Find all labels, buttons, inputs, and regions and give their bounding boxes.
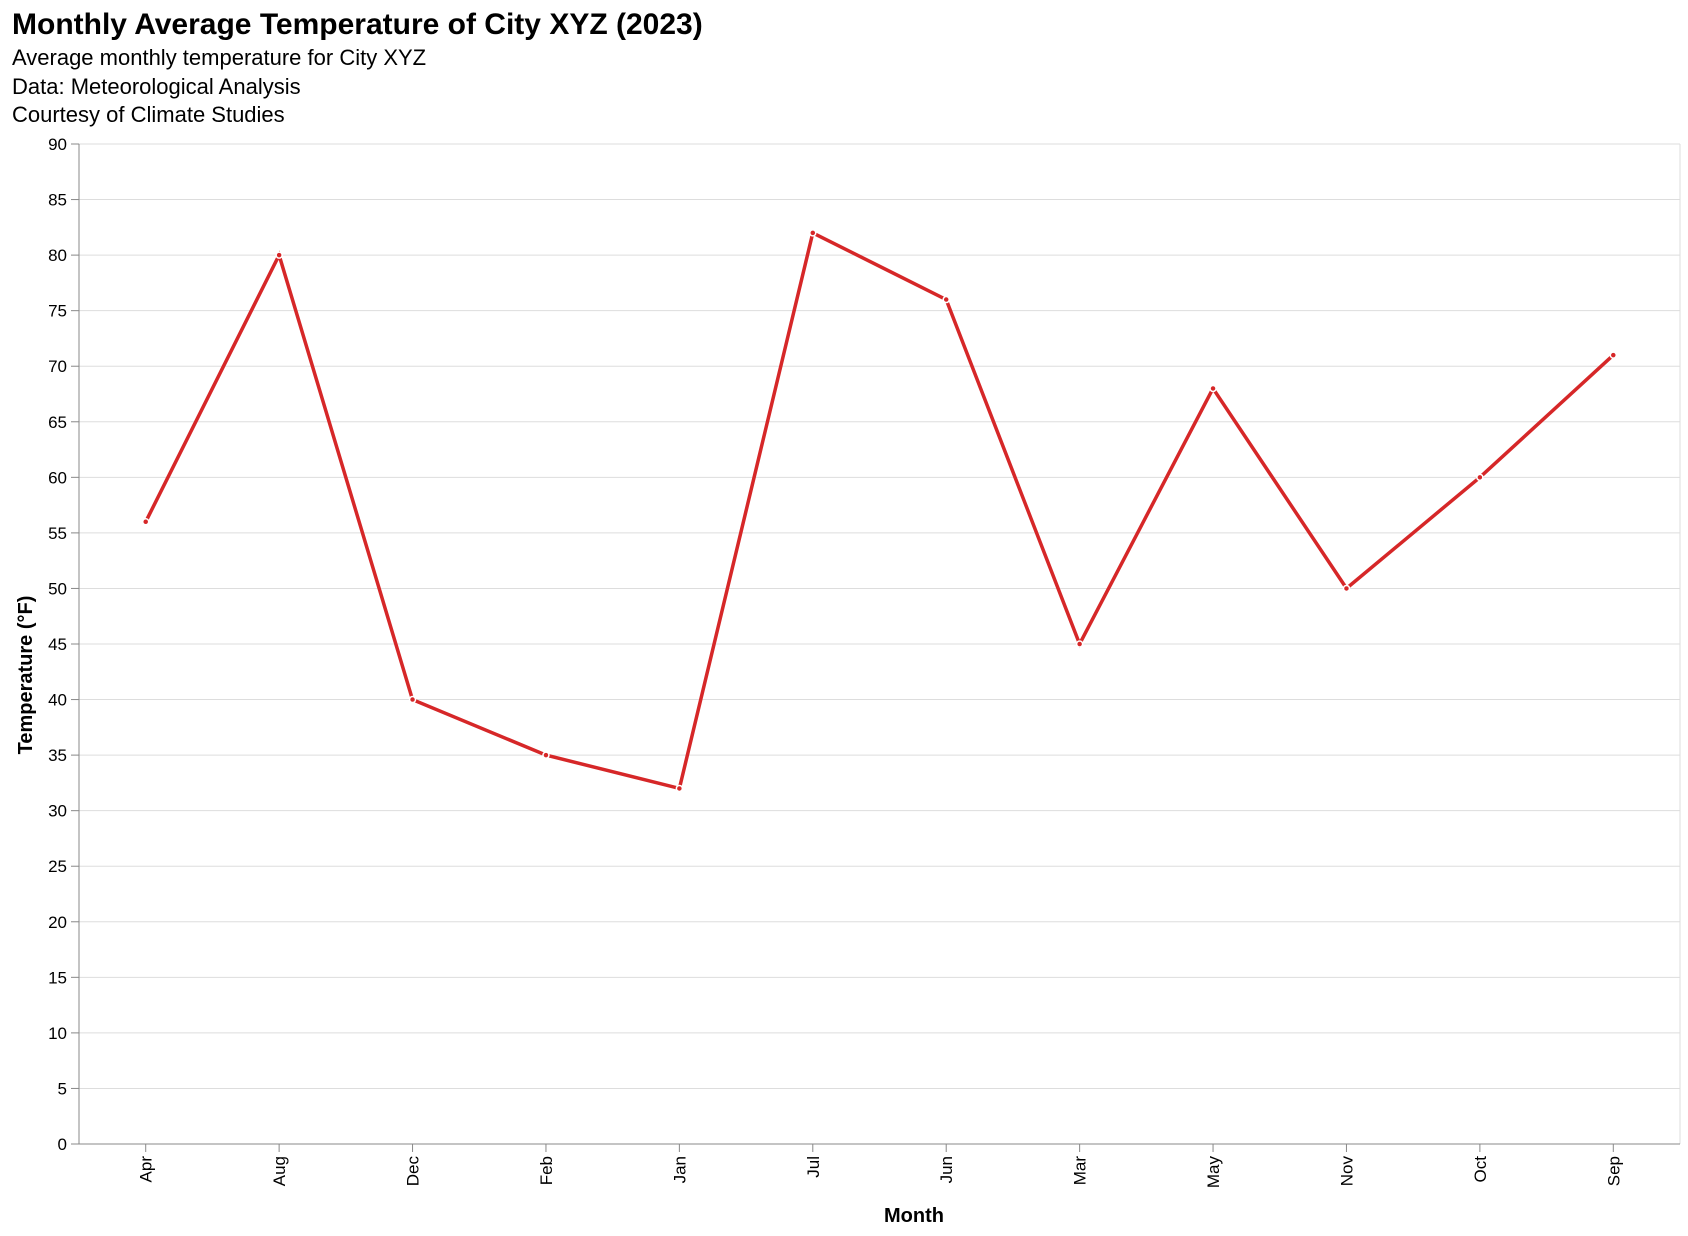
data-point (1209, 384, 1217, 393)
y-tick-label: 55 (48, 524, 67, 543)
series-line (144, 230, 1615, 791)
chart-header: Monthly Average Temperature of City XYZ … (12, 6, 703, 130)
y-tick-label: 20 (48, 913, 67, 932)
x-tick-label: Dec (404, 1156, 423, 1187)
data-point (942, 295, 950, 304)
y-tick-label: 35 (48, 746, 67, 765)
y-axis-title: Temperature (°F) (15, 596, 37, 755)
y-gridlines (79, 143, 1681, 1145)
y-tick-label: 45 (48, 635, 67, 654)
x-axis-title: Month (884, 1205, 944, 1227)
chart-subtitle-line-3: Courtesy of Climate Studies (12, 102, 285, 127)
chart-title: Monthly Average Temperature of City XYZ … (12, 8, 703, 41)
y-tick-label: 60 (48, 468, 67, 487)
x-tick-label: Nov (1337, 1156, 1356, 1187)
y-tick-label: 70 (48, 357, 67, 376)
data-point (1609, 351, 1618, 359)
x-tick-label: Aug (270, 1156, 289, 1186)
series-layer (141, 229, 1618, 793)
data-point (275, 251, 283, 259)
x-tick-label: Oct (1471, 1156, 1490, 1183)
y-tick-label: 10 (48, 1024, 67, 1043)
data-point (1075, 640, 1084, 648)
x-tick-label: Mar (1071, 1156, 1090, 1186)
x-tick-label: Feb (537, 1156, 556, 1185)
x-tick-label: May (1204, 1156, 1223, 1189)
y-tick-label: 30 (48, 802, 67, 821)
data-point (141, 518, 150, 526)
y-tick-label: 25 (48, 857, 67, 876)
y-tick-label: 90 (48, 135, 67, 154)
y-tick-label: 50 (48, 579, 67, 598)
y-tick-label: 75 (48, 302, 67, 321)
chart-subtitle-line-1: Average monthly temperature for City XYZ (12, 45, 427, 70)
x-tick-label: Jul (804, 1156, 823, 1178)
y-axis: 0 5 10 15 20 25 30 35 40 45 50 55 60 65 70 75 80 85 90 (48, 135, 80, 1154)
data-point (1476, 473, 1484, 482)
x-tick-label: Jan (670, 1156, 689, 1183)
y-tick-label: 15 (48, 968, 67, 987)
y-tick-label: 0 (58, 1135, 67, 1154)
y-tick-label: 85 (48, 191, 67, 210)
data-point (542, 751, 550, 759)
x-axis: Apr Aug Dec Feb Jan Jul Jun Mar May Nov Oct Sep (79, 1143, 1680, 1189)
y-tick-label: 80 (48, 246, 67, 265)
data-point (1342, 584, 1351, 593)
y-tick-label: 5 (58, 1079, 67, 1098)
y-tick-label: 65 (48, 413, 67, 432)
data-point (675, 784, 684, 793)
x-tick-label: Sep (1604, 1156, 1623, 1186)
data-point (408, 695, 417, 704)
data-point (809, 229, 817, 237)
x-tick-label: Apr (137, 1156, 156, 1183)
x-tick-label: Jun (937, 1156, 956, 1183)
chart-subtitle-line-2: Data: Meteorological Analysis (12, 73, 301, 99)
y-tick-label: 40 (48, 691, 67, 710)
